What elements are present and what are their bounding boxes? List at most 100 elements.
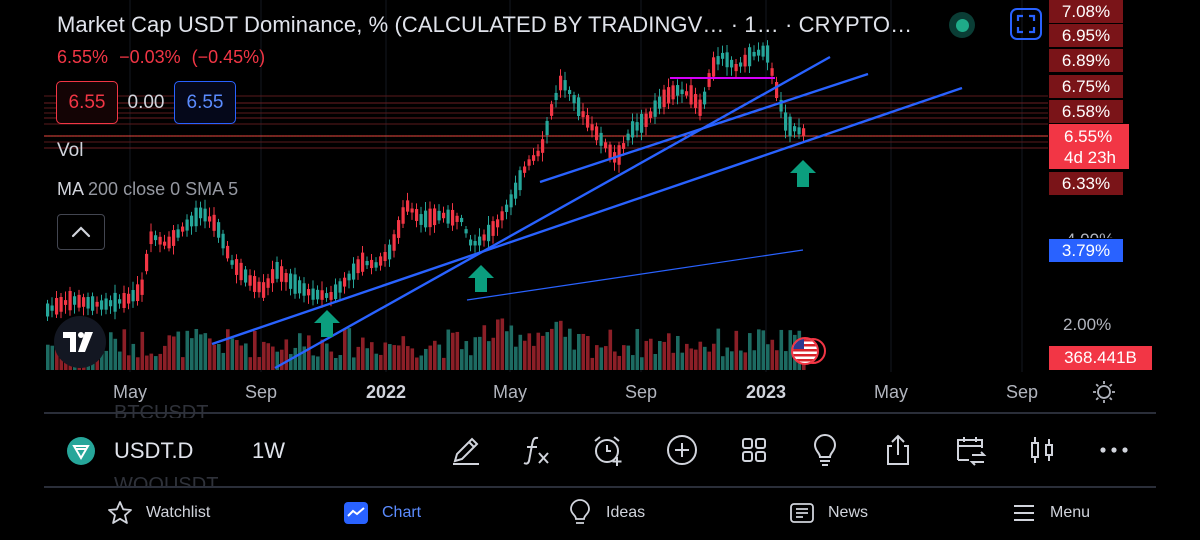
hamburger-icon — [1014, 505, 1034, 521]
candle — [275, 261, 279, 279]
volume-bar — [244, 343, 248, 370]
candle — [541, 139, 545, 153]
candle — [64, 300, 68, 305]
candle — [46, 303, 50, 317]
volume-bar — [379, 354, 383, 370]
candle — [140, 279, 144, 295]
volume-bar — [491, 337, 496, 370]
bar-countdown: 4d 23h — [1064, 148, 1116, 167]
candle — [302, 283, 306, 296]
volume-bar — [230, 338, 235, 370]
candle — [667, 87, 671, 104]
candle — [109, 300, 113, 307]
ma-indicator-label[interactable]: MA 200 close 0 SMA 5 — [57, 179, 238, 200]
volume-bar — [172, 336, 176, 370]
divider — [44, 486, 1156, 488]
candle — [487, 224, 491, 242]
candle — [554, 92, 558, 101]
sell-price-button[interactable]: 6.55 — [56, 81, 118, 124]
candle — [788, 116, 792, 137]
price-change-line: 6.55% −0.03% (−0.45%) — [57, 47, 271, 68]
symbol-name[interactable]: USDT.D — [114, 438, 194, 463]
chart-type-button[interactable] — [1024, 430, 1060, 470]
trend-line — [539, 72, 869, 184]
volume-bar — [581, 333, 586, 370]
drawing-tools-button[interactable] — [448, 430, 484, 470]
interval-selector[interactable]: 1W — [252, 438, 285, 463]
fullscreen-button[interactable] — [1010, 8, 1042, 40]
volume-bar — [257, 357, 262, 370]
candle — [203, 208, 207, 222]
volume-bar — [518, 334, 523, 370]
chart-title[interactable]: Market Cap USDT Dominance, % (CALCULATED… — [57, 12, 913, 37]
layout-button[interactable] — [736, 430, 772, 470]
volume-bar — [383, 342, 388, 370]
candle — [631, 121, 635, 138]
candle — [694, 94, 698, 108]
chevron-up-icon — [71, 226, 91, 238]
time-axis-label: 2023 — [745, 382, 787, 402]
candle — [730, 59, 734, 68]
indicators-button[interactable] — [519, 430, 555, 470]
candle — [595, 126, 599, 141]
volume-bar — [289, 354, 293, 370]
price-axis-label: 6.58% — [1049, 100, 1123, 123]
volume-bar — [127, 355, 131, 370]
candle — [284, 273, 288, 283]
nav-news[interactable]: News — [788, 496, 868, 530]
volume-bar — [613, 351, 617, 370]
candle — [208, 216, 212, 222]
candle — [559, 75, 563, 91]
candle — [356, 259, 360, 274]
time-axis-label: May — [112, 382, 148, 402]
add-button[interactable] — [664, 430, 700, 470]
volume-bar — [509, 325, 514, 370]
volume-indicator-label[interactable]: Vol — [57, 140, 84, 161]
candle — [154, 235, 158, 241]
candle — [748, 47, 752, 67]
nav-chart[interactable]: Chart — [342, 496, 421, 530]
collapse-indicators-button[interactable] — [57, 214, 105, 250]
volume-bar — [725, 347, 730, 370]
candles-icon — [1031, 437, 1053, 463]
volume-bar — [199, 334, 203, 370]
nav-watchlist[interactable]: Watchlist — [106, 496, 210, 530]
chart-icon — [344, 502, 368, 524]
candle — [181, 226, 185, 232]
volume-bar — [46, 344, 50, 370]
volume-bar — [748, 333, 752, 370]
market-status-icon[interactable] — [949, 12, 975, 38]
trend-line — [466, 249, 804, 301]
price-axis-tick-partial: 4.00% — [1066, 230, 1114, 238]
candle — [599, 132, 603, 146]
calendar-swap-icon — [957, 437, 987, 466]
candle — [505, 204, 509, 213]
buy-price-button[interactable]: 6.55 — [174, 81, 236, 124]
nav-ideas[interactable]: Ideas — [566, 496, 645, 530]
share-button[interactable] — [880, 430, 916, 470]
volume-bar — [743, 352, 748, 370]
candle — [707, 73, 711, 87]
add-alert-button[interactable] — [590, 430, 626, 470]
compare-dates-button[interactable] — [952, 430, 988, 470]
price-axis-label: 6.75% — [1049, 75, 1123, 98]
nav-menu[interactable]: Menu — [1010, 496, 1090, 530]
bulb-icon — [813, 434, 837, 466]
candle — [280, 266, 284, 282]
events-flag-icon[interactable] — [787, 335, 827, 367]
chart-settings-button[interactable] — [1092, 380, 1116, 409]
volume-bar — [154, 356, 158, 370]
volume-bar — [226, 329, 230, 370]
tether-icon[interactable] — [66, 436, 96, 466]
volume-bar — [568, 328, 572, 370]
volume-bar — [235, 340, 239, 370]
more-button[interactable] — [1096, 430, 1132, 470]
nav-chart-label: Chart — [382, 504, 422, 521]
ideas-button[interactable] — [807, 430, 843, 470]
volume-bar — [307, 335, 311, 370]
volume-bar — [392, 345, 397, 370]
volume-bar — [100, 344, 104, 370]
arrow-up-icon — [790, 160, 816, 187]
candle — [757, 49, 761, 56]
volume-bar — [280, 349, 284, 370]
